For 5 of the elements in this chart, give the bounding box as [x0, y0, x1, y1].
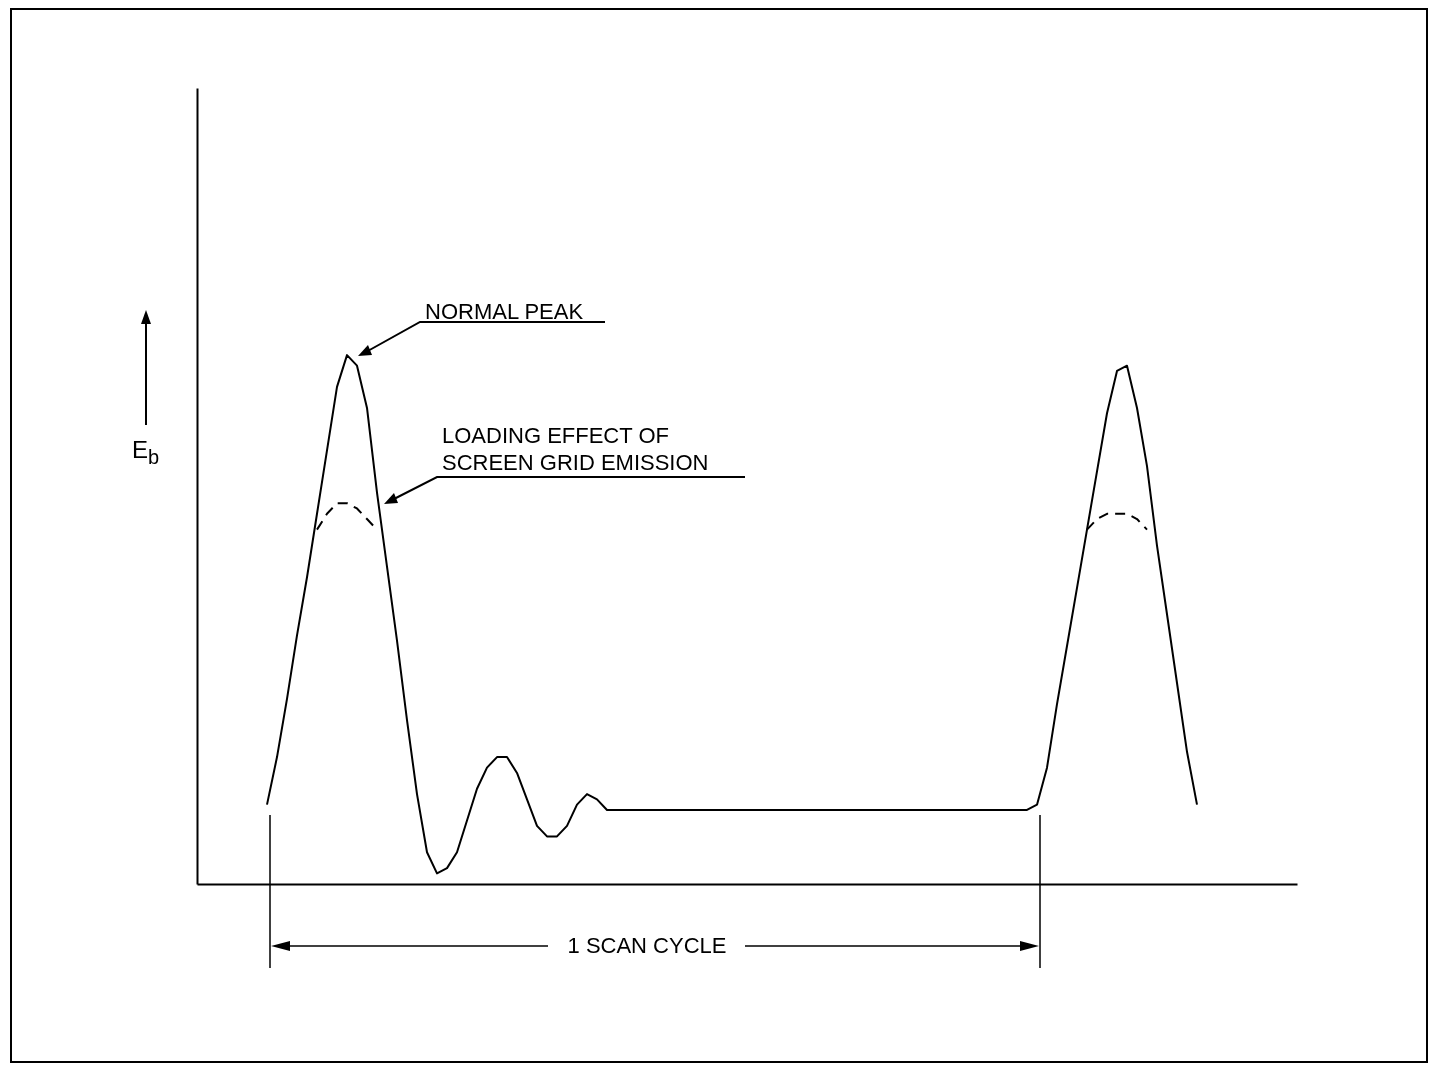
annotation: SCREEN GRID EMISSION	[442, 450, 709, 475]
y-axis-title: E$_{b}$	[132, 436, 160, 469]
text: NORMAL PEAK	[425, 299, 584, 324]
annotation: LOADING EFFECT OF	[442, 423, 669, 448]
text: 1 SCAN CYCLE	[567, 933, 727, 958]
